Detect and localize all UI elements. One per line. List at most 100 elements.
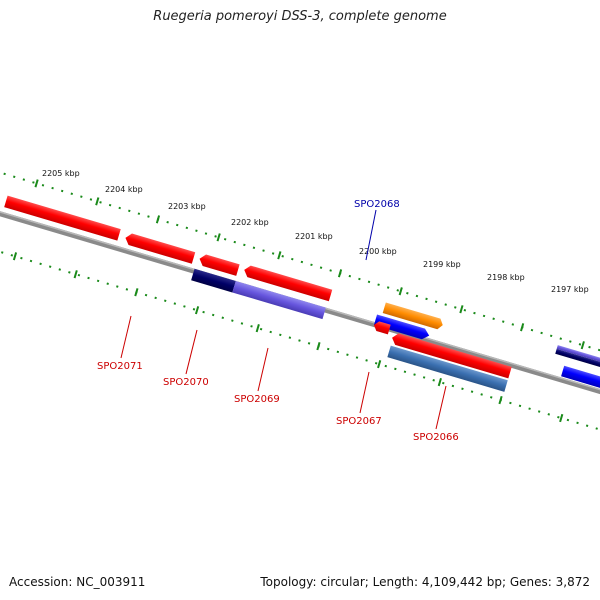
ruler-dot — [463, 309, 467, 312]
gene-spo2071[interactable] — [4, 195, 121, 241]
ruler-dot — [588, 345, 591, 349]
gene-forward-dark[interactable] — [555, 348, 600, 370]
ruler-dot — [243, 243, 246, 247]
gene-label[interactable]: SPO2067 — [336, 416, 382, 427]
ruler-dot — [413, 373, 416, 376]
gene-forward-violet[interactable] — [556, 345, 600, 366]
gene-label[interactable]: SPO2066 — [413, 432, 459, 443]
ruler-dot — [262, 249, 265, 252]
ruler-major-tick — [337, 269, 343, 278]
ruler-dot — [501, 320, 505, 323]
ruler-dot — [492, 317, 495, 321]
gene-spo2069-lower[interactable] — [232, 280, 326, 320]
ruler-major-tick — [459, 305, 464, 314]
ruler-dot — [128, 209, 131, 213]
ruler-dot — [0, 251, 4, 254]
gene-spo2070-lower[interactable] — [191, 268, 236, 293]
tick-label: 2205 kbp — [42, 169, 80, 178]
ruler-major-tick — [34, 179, 39, 188]
gene-spo2066-lower[interactable] — [387, 345, 508, 392]
gene-label[interactable]: SPO2070 — [163, 377, 209, 388]
ruler-dot — [355, 356, 359, 359]
ruler-dot — [442, 381, 445, 385]
ruler-dot — [386, 286, 390, 289]
gene-leader-line — [435, 385, 447, 430]
gene-labels: SPO2071 SPO2070 SPO2069 SPO2068 SPO2067 SPO20… — [97, 199, 459, 443]
ruler-dot — [214, 235, 217, 238]
ruler-dot — [509, 401, 512, 405]
gene-label[interactable]: SPO2069 — [234, 394, 280, 405]
ruler-dot — [425, 297, 428, 301]
ruler-dot — [528, 407, 531, 410]
gene-reverse-red-2[interactable] — [124, 232, 196, 264]
ruler-dot — [99, 201, 102, 204]
ruler-dot — [384, 364, 388, 368]
gene-spo2069[interactable] — [243, 264, 333, 302]
gene-leader-line — [365, 209, 377, 261]
ruler-dot — [365, 359, 368, 362]
gene-spo2070[interactable] — [198, 253, 240, 276]
ruler-dot — [595, 427, 598, 430]
ruler-dot — [77, 273, 81, 277]
gene-forward-blue-1[interactable] — [373, 314, 431, 340]
ruler-lower — [0, 251, 598, 430]
gene-spo2067[interactable] — [373, 320, 391, 335]
ruler-dot — [348, 274, 352, 278]
ruler-dot — [202, 310, 205, 314]
ruler-dot — [422, 376, 426, 379]
ruler-dot — [154, 296, 157, 300]
ruler-dot — [300, 260, 304, 264]
ruler-dot — [68, 271, 71, 274]
ruler-dot — [578, 343, 582, 346]
ruler-dot — [470, 390, 474, 393]
ruler-major-tick — [255, 324, 260, 333]
ruler-dot — [192, 308, 196, 311]
ruler-major-tick — [12, 252, 18, 261]
accession-label: Accession: NC_003911 — [9, 575, 146, 589]
ruler-dot — [58, 268, 62, 271]
ruler-major-tick — [73, 270, 78, 279]
ruler-dot — [252, 246, 256, 250]
ruler-dot — [41, 184, 45, 187]
ruler-dot — [116, 285, 119, 288]
ruler-dot — [549, 334, 553, 338]
gene-spo2066[interactable] — [390, 332, 512, 379]
gene-label[interactable]: SPO2068 — [354, 199, 400, 210]
ruler-dot — [511, 323, 515, 326]
ruler-dot — [10, 254, 14, 257]
ruler-dot — [195, 229, 198, 232]
gene-label[interactable]: SPO2071 — [97, 361, 143, 372]
ruler-dot — [231, 319, 234, 322]
ruler-dot — [233, 240, 237, 244]
ruler-major-tick — [398, 287, 403, 296]
tick-label: 2200 kbp — [359, 247, 397, 256]
ruler-dot — [569, 340, 572, 343]
ruler-dot — [259, 327, 263, 331]
ruler-dot — [403, 370, 407, 374]
ruler-dot — [489, 396, 493, 399]
ruler-dot — [166, 220, 169, 224]
ruler-dot — [540, 331, 543, 335]
ruler-dot — [480, 393, 483, 396]
ruler-dot — [12, 175, 16, 179]
gene-spo2068[interactable] — [382, 302, 445, 330]
ruler-dot — [106, 282, 109, 285]
ruler-dot — [87, 276, 90, 280]
ruler-dot — [291, 257, 294, 261]
ruler-dot — [557, 415, 560, 419]
ruler-dot — [80, 195, 83, 198]
ruler-major-tick — [498, 395, 503, 405]
ruler-dot — [444, 303, 447, 306]
ruler-dot — [358, 277, 361, 281]
tick-label: 2202 kbp — [231, 218, 269, 227]
ruler-dot — [482, 314, 486, 318]
ruler-dot — [250, 325, 253, 328]
ruler-dot — [434, 300, 438, 303]
ruler-dot — [22, 178, 26, 181]
ruler-dot — [39, 262, 42, 266]
ruler-dot — [3, 172, 6, 176]
ruler-major-tick — [277, 251, 282, 260]
ruler-dot — [566, 418, 570, 422]
gene-forward-blue-2[interactable] — [561, 365, 600, 390]
